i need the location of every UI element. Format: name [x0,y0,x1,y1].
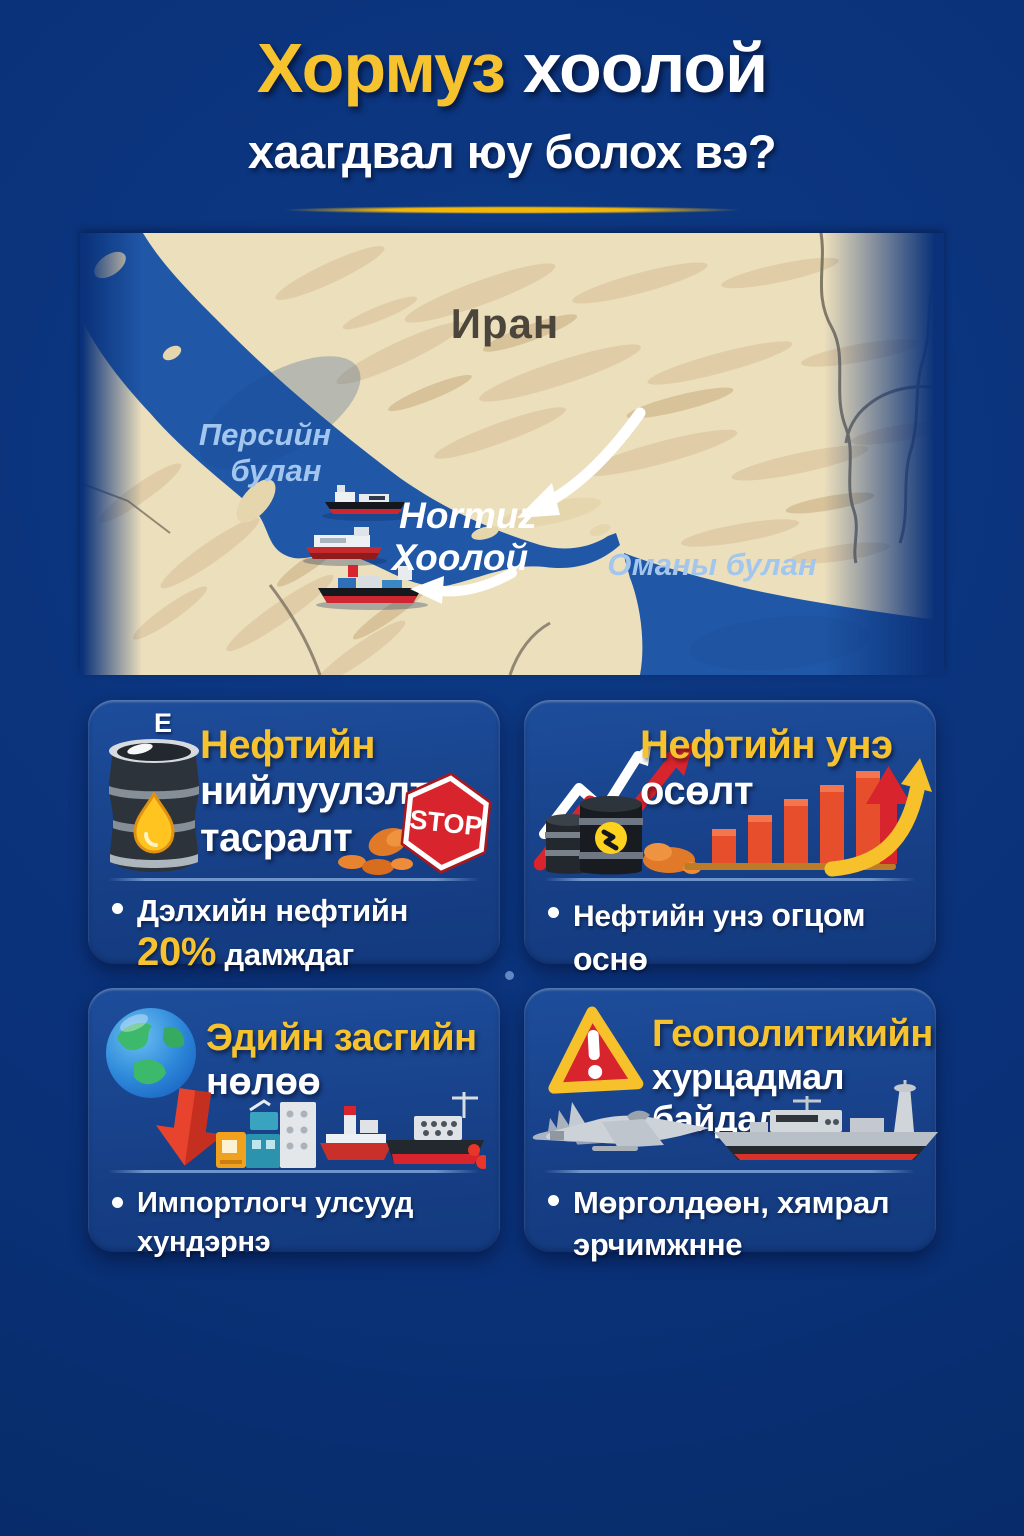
card3-title-accent: Эдийн засгийн [206,1017,477,1059]
card1-title-accent: Нефтийн [200,723,376,767]
card4-divider [544,1170,916,1173]
card2-title-line2: осөлт [640,769,754,814]
card-economy: Эдийн засгийн нөлөө [88,988,500,1258]
card2-bullet-text: Нефтийн унэ огцом оснө [573,894,918,981]
fighter-jet-main [546,1102,710,1151]
card4-title-accent: Геополитикийн [652,1013,933,1055]
sea-shade [199,356,361,470]
flow-arrow-icon [410,568,517,604]
warning-triangle-icon [548,1006,644,1094]
title-underline [282,206,742,214]
page-title-accent: Хормуз [256,29,506,107]
card1-title: Нефтийн нийлуулэлт тасралт [200,722,429,861]
card1-title-line2: нийлуулэлт [200,769,429,814]
card2-title: Нефтийн унэ осөлт [640,722,893,815]
card4-title: Геополитикийн хурцадмал байдал [652,1012,936,1140]
fighter-jet-icon [532,1102,710,1151]
bullet-dot [548,1195,559,1206]
small-ship [320,1106,392,1160]
card4-title-line2: хурцадмал байдал [652,1056,845,1139]
tanker-ship-icon [325,485,405,514]
card-oil-supply: E Нефтийн нийлуулэлт тасралт STOP Дэлхий… [88,700,500,972]
card2-title-accent: Нефтийн унэ [640,723,893,767]
card1-bullet-suffix: дамждаг [216,936,355,972]
card2-bullet-strong: огцом оснө [573,897,866,977]
port-containers-icon [216,1099,316,1168]
map-label-persian-gulf-1: Персийн [199,417,332,452]
card1-bullet: Дэлхийн нефтийн 20% дамждаг [112,890,472,976]
card1-divider [108,878,480,881]
down-arrow-icon [156,1088,224,1166]
card3-title: Эдийн засгийн нөлөө [206,1016,477,1104]
card-geopolitics: Геополитикийн хурцадмал байдал [524,988,938,1262]
map-canvas: Иран Персийн булан Hormuz Хоолой Оманы б… [80,233,944,675]
card-oil-price: Нефтийн унэ осөлт Нефтийн унэ огцом оснө [524,700,936,977]
card1-bullet-text: Дэлхийн нефтийн 20% дамждаг [137,890,472,976]
map-label-persian-gulf-2: булан [231,453,322,488]
card1-title-line3: тасралт [200,815,353,860]
card1-bullet-prefix: Дэлхийн нефтийн [137,893,409,928]
bullet-dot [112,1197,123,1208]
bullet-dot [112,903,123,914]
map-label-hormuz-2: Хоолой [390,537,528,578]
yellow-swoosh-arrow [824,758,932,877]
card4-bullet-text: Мөрголдөөн, хямрал эрчимжнне [573,1182,890,1266]
rising-bar-chart-icon [684,758,932,877]
warship-icon [714,1080,938,1160]
card4-bullet: Мөрголдөөн, хямрал эрчимжнне [548,1182,918,1266]
bullet-dot [548,907,559,918]
oil-barrel-icon [109,739,199,872]
card3-divider [108,1170,480,1173]
card1-bullet-highlight: 20% [137,929,217,974]
card2-divider [544,878,916,881]
map-label-hormuz-1: Hormuz [399,495,537,536]
map-label-iran: Иран [451,300,560,347]
stop-sign-icon: STOP [400,772,492,874]
page-title-rest: хоолой [522,29,768,107]
card3-bullet-text: Импортлогч улсууд хундэрнэ [137,1187,414,1259]
card3-title-line2: нөлөө [206,1061,321,1104]
spilled-nuts-icon [338,827,413,875]
card3-bullet: Импортлогч улсууд хундэрнэ [112,1184,492,1262]
chart-bars [712,771,880,863]
page-subtitle: хаагдвал юу болох вэ? [247,125,777,178]
oil-barrels-icon [545,796,643,875]
map-fade-right [824,233,944,675]
tanker-ship-icon [306,527,382,559]
large-ship [386,1092,486,1169]
map-label-oman-gulf: Оманы булан [607,547,817,582]
cargo-ships-icon [320,1092,486,1169]
barrel-letter: E [154,708,173,738]
hormuz-map: Иран Персийн булан Hormuz Хоолой Оманы б… [80,233,944,675]
flow-arrow-icon [517,407,646,518]
card2-bullet: Нефтийн унэ огцом оснө [548,894,918,981]
map-fade-left [80,233,142,675]
grid-center-dot [505,971,514,980]
page-title: Хормуз хоолой [0,28,1024,108]
trend-up-arrows-icon [534,740,701,875]
card2-bullet-normal: Нефтийн унэ [573,900,772,933]
card4-bullet-line2: эрчимжнне [573,1226,743,1262]
card4-bullet-line1: Мөрголдөөн, хямрал [573,1185,890,1220]
persian-gulf-sea [80,233,620,587]
globe-icon [106,1008,196,1098]
tanker-ship-icon [318,565,422,603]
